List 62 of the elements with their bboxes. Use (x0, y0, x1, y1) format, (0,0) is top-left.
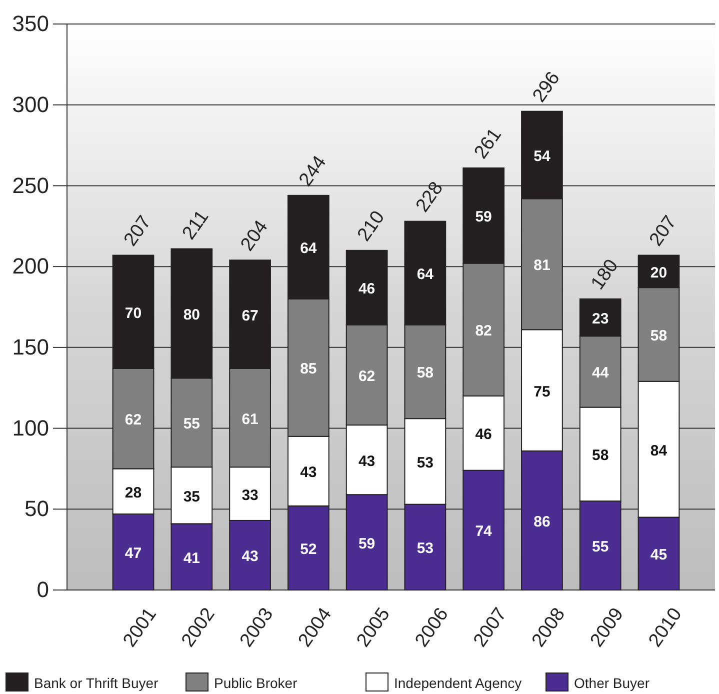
y-tick-label: 0 (36, 577, 49, 602)
data-label: 23 (592, 310, 609, 328)
data-label: 53 (416, 540, 434, 558)
data-label: 54 (534, 148, 551, 165)
data-label: 75 (534, 383, 550, 400)
data-label: 80 (183, 306, 200, 324)
total-label: 244 (295, 152, 331, 190)
data-label: 62 (124, 412, 142, 429)
total-label: 261 (470, 124, 506, 163)
data-label: 20 (650, 264, 668, 282)
data-label: 58 (650, 327, 668, 344)
data-label: 46 (475, 426, 492, 444)
data-label: 61 (242, 410, 258, 428)
y-tick-label: 200 (12, 254, 49, 279)
y-tick-label: 50 (24, 496, 49, 522)
data-label: 64 (300, 240, 318, 258)
data-label: 59 (358, 535, 376, 552)
data-label: 85 (300, 360, 317, 378)
data-label: 74 (475, 523, 493, 540)
data-label: 53 (416, 454, 434, 472)
data-label: 43 (242, 548, 258, 566)
legend-label: Other Buyer (574, 675, 650, 691)
data-label: 59 (475, 208, 492, 226)
data-label: 41 (183, 550, 200, 567)
legend-label: Public Broker (214, 675, 298, 691)
data-label: 70 (124, 304, 142, 322)
data-label: 64 (416, 266, 434, 284)
total-label: 296 (528, 68, 564, 106)
data-label: 58 (592, 447, 609, 464)
data-label: 35 (183, 488, 200, 506)
data-label: 43 (358, 452, 376, 470)
data-label: 81 (534, 257, 550, 274)
data-label: 55 (592, 538, 609, 556)
y-tick-label: 350 (12, 11, 49, 36)
data-label: 62 (358, 368, 376, 385)
data-label: 44 (592, 364, 610, 382)
total-label: 207 (646, 212, 682, 250)
total-label: 228 (412, 178, 448, 216)
data-label: 82 (475, 322, 492, 340)
y-tick-label: 150 (12, 334, 49, 360)
total-label: 180 (587, 256, 623, 294)
legend-label: Independent Agency (394, 675, 522, 691)
data-label: 45 (650, 546, 668, 564)
y-tick-label: 250 (12, 172, 49, 198)
data-label: 47 (124, 544, 142, 562)
total-label: 204 (236, 216, 273, 255)
total-label: 211 (178, 206, 214, 244)
data-label: 86 (534, 513, 550, 530)
data-label: 55 (183, 416, 200, 433)
data-label: 52 (300, 540, 317, 558)
data-label: 43 (300, 464, 317, 482)
data-label: 28 (124, 484, 142, 502)
legend-label: Bank or Thrift Buyer (34, 675, 159, 691)
total-label: 207 (120, 212, 156, 250)
data-label: 84 (650, 442, 668, 460)
y-tick-label: 100 (12, 415, 49, 440)
data-label: 33 (242, 486, 258, 504)
data-label: 58 (416, 364, 434, 382)
y-tick-label: 300 (12, 92, 49, 117)
data-label: 46 (358, 280, 376, 298)
data-label: 67 (242, 307, 258, 324)
total-label: 210 (354, 207, 390, 246)
